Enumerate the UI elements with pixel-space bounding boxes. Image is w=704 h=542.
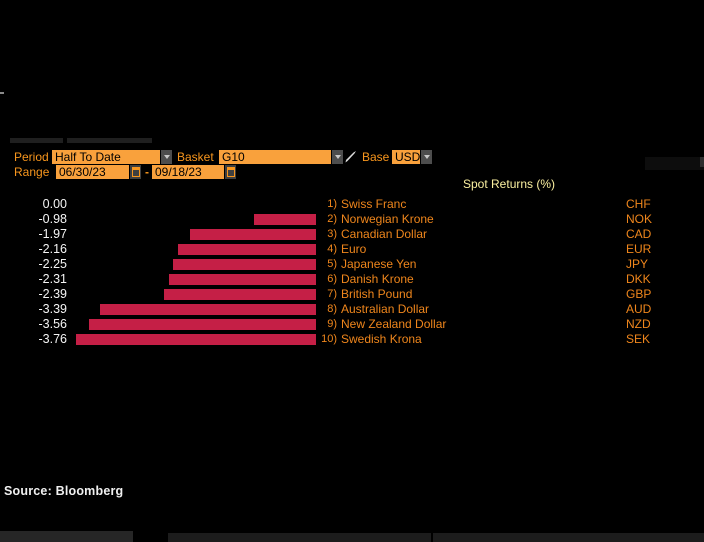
bar-value-label: 0.00	[42, 197, 67, 211]
currency-code: GBP	[626, 287, 652, 301]
bar	[163, 289, 316, 300]
row-rank: 2)	[327, 213, 337, 225]
currency-name[interactable]: Australian Dollar	[341, 302, 430, 316]
base-label: Base	[362, 150, 390, 164]
chart-row: 0.00 1) Swiss Franc CHF	[0, 197, 704, 212]
currency-name[interactable]: Swiss Franc	[341, 197, 407, 211]
chevron-down-icon	[163, 155, 170, 159]
currency-code: SEK	[626, 332, 651, 346]
bar-value-label: -1.97	[38, 227, 68, 241]
range-start-calendar-button[interactable]	[130, 165, 141, 179]
currency-code: AUD	[626, 302, 652, 316]
range-separator: -	[145, 165, 149, 179]
row-rank: 7)	[327, 288, 337, 300]
toolbar-right-nub	[700, 157, 704, 167]
chart-row: -3.76 10) Swedish Krona SEK	[0, 332, 704, 347]
bar	[178, 244, 316, 255]
period-select[interactable]: Half To Date	[52, 150, 160, 164]
currency-code: NZD	[626, 317, 651, 331]
currency-name[interactable]: Euro	[341, 242, 367, 256]
bar	[168, 274, 316, 285]
basket-select[interactable]: G10	[219, 150, 331, 164]
currency-code: NOK	[626, 212, 653, 226]
currency-code: CHF	[626, 197, 651, 211]
chevron-down-icon	[334, 155, 341, 159]
bar	[76, 334, 316, 345]
range-end-calendar-button[interactable]	[225, 165, 236, 179]
basket-dropdown-button[interactable]	[332, 150, 343, 164]
bar-value-label: -3.76	[38, 332, 68, 346]
source-credit: Source: Bloomberg	[4, 484, 124, 498]
range-end-input[interactable]: 09/18/23	[152, 165, 224, 179]
base-dropdown-button[interactable]	[421, 150, 432, 164]
tab-stub-right[interactable]	[67, 138, 152, 143]
chart-title: Spot Returns (%)	[463, 177, 556, 191]
chart-row: -3.56 9) New Zealand Dollar NZD	[0, 317, 704, 332]
currency-code: DKK	[626, 272, 651, 286]
currency-name[interactable]: Danish Krone	[341, 272, 414, 286]
bottom-bar-segment	[433, 533, 704, 542]
chevron-down-icon	[423, 155, 430, 159]
bar	[253, 214, 316, 225]
row-rank: 8)	[327, 303, 337, 315]
currency-name[interactable]: Japanese Yen	[341, 257, 417, 271]
toolbar-row-2: Range 06/30/23 - 09/18/23	[0, 165, 704, 179]
bottom-bar-segment	[168, 533, 431, 542]
bar-value-label: -2.16	[38, 242, 68, 256]
row-rank: 1)	[327, 198, 337, 210]
currency-name[interactable]: Norwegian Krone	[341, 212, 434, 226]
calendar-icon	[226, 167, 235, 177]
bar	[190, 229, 316, 240]
chart-row: -1.97 3) Canadian Dollar CAD	[0, 227, 704, 242]
period-label: Period	[14, 150, 49, 164]
currency-name[interactable]: Swedish Krona	[341, 332, 422, 346]
row-rank: 10)	[321, 333, 337, 345]
bar	[89, 319, 316, 330]
currency-name[interactable]: New Zealand Dollar	[341, 317, 447, 331]
chart-row: -0.98 2) Norwegian Krone NOK	[0, 212, 704, 227]
bar-value-label: -0.98	[38, 212, 68, 226]
row-rank: 9)	[327, 318, 337, 330]
bar-value-label: -3.39	[38, 302, 68, 316]
currency-code: EUR	[626, 242, 652, 256]
row-rank: 6)	[327, 273, 337, 285]
bar	[172, 259, 316, 270]
bar-value-label: -2.39	[38, 287, 68, 301]
basket-label: Basket	[177, 150, 214, 164]
bottom-bar-segment	[0, 531, 133, 542]
bar-value-label: -2.25	[38, 257, 68, 271]
toolbar-right-panel	[645, 157, 704, 170]
screen-artifact-tick	[0, 92, 4, 94]
chart-row: -2.16 4) Euro EUR	[0, 242, 704, 257]
range-start-input[interactable]: 06/30/23	[56, 165, 129, 179]
chart-row: -2.25 5) Japanese Yen JPY	[0, 257, 704, 272]
bar	[99, 304, 316, 315]
currency-code: JPY	[626, 257, 649, 271]
bar-value-label: -2.31	[38, 272, 68, 286]
edit-pencil-icon[interactable]	[344, 150, 357, 164]
chart-row: -2.39 7) British Pound GBP	[0, 287, 704, 302]
currency-code: CAD	[626, 227, 652, 241]
toolbar-row-1: Period Half To Date Basket G10 Base USD	[0, 150, 704, 164]
currency-name[interactable]: British Pound	[341, 287, 413, 301]
calendar-icon	[131, 167, 140, 177]
range-label: Range	[14, 165, 50, 179]
chart-row: -3.39 8) Australian Dollar AUD	[0, 302, 704, 317]
bar-value-label: -3.56	[38, 317, 68, 331]
tab-stub-left[interactable]	[10, 138, 63, 143]
period-dropdown-button[interactable]	[161, 150, 172, 164]
currency-name[interactable]: Canadian Dollar	[341, 227, 428, 241]
row-rank: 5)	[327, 258, 337, 270]
base-select[interactable]: USD	[392, 150, 420, 164]
row-rank: 3)	[327, 228, 337, 240]
chart-row: -2.31 6) Danish Krone DKK	[0, 272, 704, 287]
row-rank: 4)	[327, 243, 337, 255]
